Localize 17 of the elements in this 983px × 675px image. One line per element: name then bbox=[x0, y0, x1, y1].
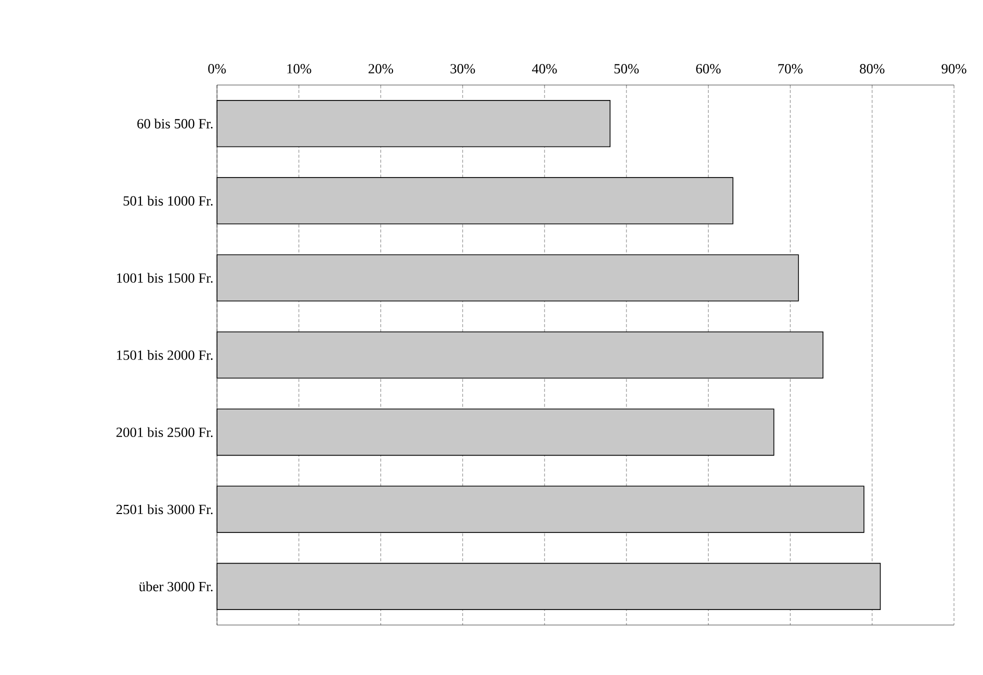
x-tick-label: 30% bbox=[450, 64, 475, 74]
x-tick-label: 40% bbox=[532, 64, 557, 74]
x-tick-label: 70% bbox=[778, 64, 803, 74]
x-tick-label: 90% bbox=[942, 64, 966, 74]
y-tick-label: 2501 bis 3000 Fr. bbox=[116, 504, 213, 514]
y-tick-label: 1001 bis 1500 Fr. bbox=[117, 272, 213, 283]
x-tick-label: 10% bbox=[287, 64, 312, 74]
y-tick-label: 60 bis 500 Fr. bbox=[137, 118, 213, 129]
x-tick-label: 0% bbox=[208, 64, 226, 74]
y-tick-label: 501 bis 1000 Fr. bbox=[124, 196, 213, 206]
y-tick-label: über 3000 Fr. bbox=[138, 581, 213, 592]
x-tick-label: 50% bbox=[614, 64, 639, 74]
y-tick-label: 1501 bis 2000 Fr. bbox=[117, 350, 213, 360]
x-tick-label: 80% bbox=[860, 64, 884, 74]
x-tick-label: 20% bbox=[368, 64, 394, 74]
y-tick-label: 2001 bis 2500 Fr. bbox=[116, 427, 213, 438]
x-tick-label: 60% bbox=[696, 64, 721, 74]
